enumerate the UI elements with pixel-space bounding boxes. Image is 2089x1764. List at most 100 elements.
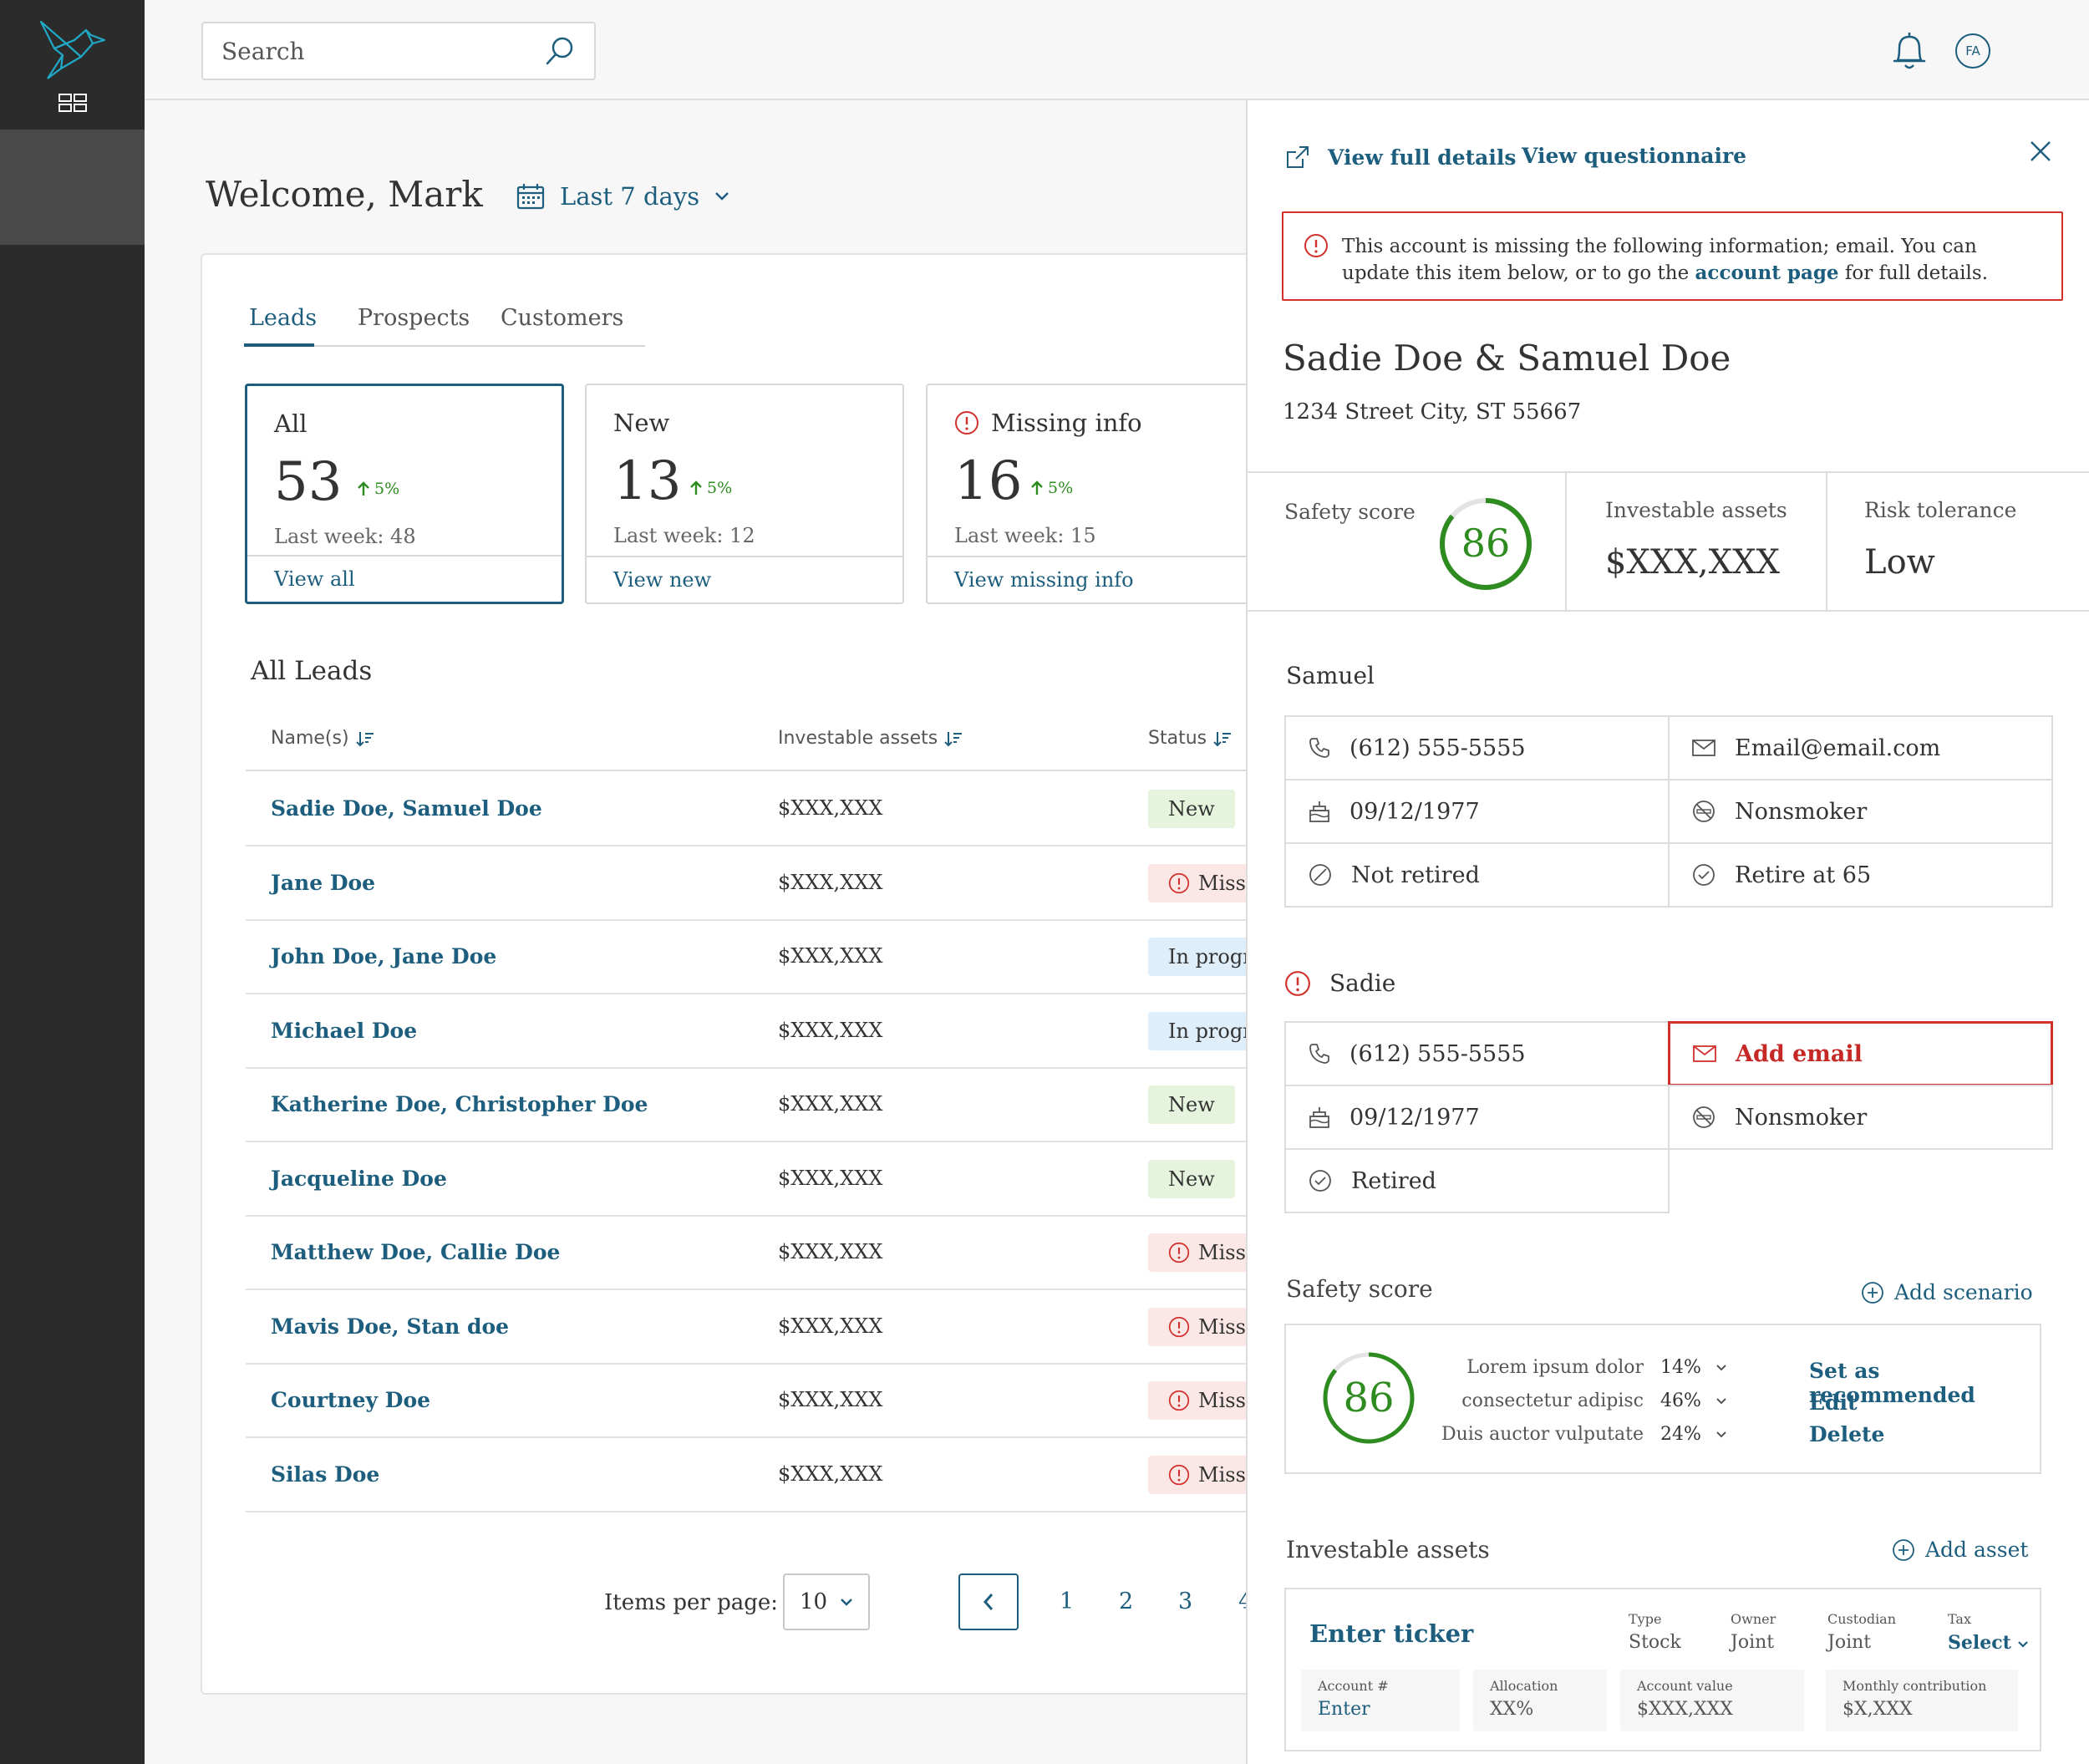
previous-page-button[interactable] — [958, 1573, 1019, 1630]
lead-name-link[interactable]: Courtney Doe — [271, 1388, 431, 1412]
table-row[interactable]: Silas Doe $XXX,XXX Missi — [246, 1439, 1302, 1512]
chevron-down-icon[interactable] — [1715, 1364, 1727, 1372]
tab-prospects[interactable]: Prospects — [358, 305, 470, 331]
view-all-link[interactable]: View all — [247, 555, 562, 602]
view-questionnaire-link[interactable]: View questionnaire — [1522, 144, 1747, 168]
lead-name-link[interactable]: Silas Doe — [271, 1462, 380, 1487]
tax-select[interactable]: Tax Select — [1948, 1611, 2029, 1654]
account-number-field[interactable]: Account # Enter — [1301, 1670, 1460, 1731]
phone-icon — [1309, 738, 1329, 758]
table-row[interactable]: Courtney Doe $XXX,XXX Missi — [246, 1365, 1302, 1438]
samuel-details: (612) 555-5555 Email@email.com 09/12/197… — [1284, 715, 2053, 911]
search-icon[interactable] — [544, 35, 576, 67]
chevron-down-icon[interactable] — [1715, 1397, 1727, 1406]
table-row[interactable]: John Doe, Jane Doe $XXX,XXX In progr — [246, 921, 1302, 994]
chevron-down-icon[interactable] — [1715, 1431, 1727, 1439]
account-page-link[interactable]: account page — [1695, 262, 1839, 284]
leads-card: Leads Prospects Customers All 53 5% Last… — [201, 253, 1304, 1695]
add-email-field[interactable]: Add email — [1668, 1021, 2053, 1086]
allocation-field[interactable]: Allocation XX% — [1473, 1670, 1607, 1731]
table-row[interactable]: Jane Doe $XXX,XXX Missi — [246, 847, 1302, 921]
view-full-details-link[interactable]: View full details — [1284, 144, 1516, 170]
items-per-page-select[interactable]: 10 — [783, 1573, 870, 1630]
smoker-field[interactable]: Nonsmoker — [1668, 779, 2053, 844]
arrow-up-icon — [690, 480, 702, 495]
page-title: Welcome, Mark — [206, 174, 483, 215]
page-2[interactable]: 2 — [1119, 1589, 1134, 1614]
asset-custodian: Custodian Joint — [1827, 1611, 1897, 1653]
lead-assets: $XXX,XXX — [778, 944, 883, 968]
stat-card-all[interactable]: All 53 5% Last week: 48 View all — [245, 384, 564, 604]
sort-icon — [944, 731, 963, 746]
lead-name-link[interactable]: Jane Doe — [271, 870, 376, 895]
column-header-assets[interactable]: Investable assets — [778, 728, 963, 749]
table-row[interactable]: Jacqueline Doe $XXX,XXX New — [246, 1143, 1302, 1217]
column-header-status[interactable]: Status — [1148, 728, 1232, 749]
chevron-down-icon — [2018, 1641, 2029, 1648]
birthdate-field[interactable]: 09/12/1977 — [1284, 1085, 1670, 1150]
table-row[interactable]: Michael Doe $XXX,XXX In progr — [246, 995, 1302, 1069]
check-circle-icon — [1309, 1170, 1331, 1192]
table-row[interactable]: Mavis Doe, Stan doe $XXX,XXX Missi — [246, 1291, 1302, 1365]
column-header-names[interactable]: Name(s) — [271, 728, 374, 749]
phone-icon — [1309, 1044, 1329, 1064]
edit-scenario-button[interactable]: Edit — [1809, 1390, 1858, 1415]
bell-icon[interactable] — [1891, 30, 1928, 72]
date-range-dropdown[interactable]: Last 7 days — [516, 182, 729, 211]
alert-icon — [1168, 872, 1190, 893]
email-field[interactable]: Email@email.com — [1668, 715, 2053, 780]
status-badge: New — [1148, 1085, 1235, 1124]
delete-scenario-button[interactable]: Delete — [1809, 1422, 1885, 1446]
table-row[interactable]: Matthew Doe, Callie Doe $XXX,XXX Missi — [246, 1217, 1302, 1290]
search-box[interactable] — [201, 22, 596, 80]
lead-name-link[interactable]: Jacqueline Doe — [271, 1166, 447, 1191]
retire-age-field[interactable]: Retire at 65 — [1668, 842, 2053, 907]
metric-investable-assets: Investable assets $XXX,XXX — [1605, 498, 1787, 582]
scenario-item-pct: 24% — [1660, 1424, 1701, 1445]
lead-name-link[interactable]: Sadie Doe, Samuel Doe — [271, 796, 542, 821]
account-value-field[interactable]: Account value $XXX,XXX — [1620, 1670, 1804, 1731]
alert-icon — [1285, 970, 1310, 996]
tab-leads[interactable]: Leads — [244, 305, 317, 347]
smoker-field[interactable]: Nonsmoker — [1668, 1085, 2053, 1150]
lead-name-link[interactable]: Matthew Doe, Callie Doe — [271, 1240, 561, 1264]
phone-field[interactable]: (612) 555-5555 — [1284, 1021, 1670, 1086]
asset-owner: Owner Joint — [1731, 1611, 1776, 1653]
stat-card-new[interactable]: New 13 5% Last week: 12 View new — [585, 384, 904, 604]
add-scenario-button[interactable]: Add scenario — [1861, 1280, 2033, 1304]
search-input[interactable] — [221, 37, 544, 65]
ticker-input[interactable]: Enter ticker — [1309, 1619, 1474, 1648]
stat-card-missing[interactable]: Missing info 16 5% Last week: 15 View mi… — [926, 384, 1302, 604]
chevron-down-icon — [715, 192, 729, 201]
status-badge: New — [1148, 790, 1235, 828]
lead-name-link[interactable]: Michael Doe — [271, 1018, 418, 1043]
set-as-recommended-button[interactable]: Set as recommended — [1809, 1359, 1975, 1407]
close-icon[interactable] — [2028, 139, 2053, 164]
sort-icon — [355, 731, 374, 746]
phone-field[interactable]: (612) 555-5555 — [1284, 715, 1670, 780]
add-asset-button[interactable]: Add asset — [1892, 1538, 2028, 1562]
view-new-link[interactable]: View new — [587, 556, 902, 602]
stat-last-week: Last week: 12 — [613, 524, 755, 547]
page-3[interactable]: 3 — [1178, 1589, 1193, 1614]
birthdate-field[interactable]: 09/12/1977 — [1284, 779, 1670, 844]
page-1[interactable]: 1 — [1060, 1589, 1075, 1614]
table-row[interactable]: Katherine Doe, Christopher Doe $XXX,XXX Ne… — [246, 1069, 1302, 1142]
retired-field[interactable]: Retired — [1284, 1148, 1670, 1213]
asset-entry: Enter ticker Type Stock Owner Joint Cust… — [1284, 1588, 2041, 1751]
birthday-cake-icon — [1309, 801, 1329, 822]
lead-name-link[interactable]: John Doe, Jane Doe — [271, 944, 497, 968]
tab-customers[interactable]: Customers — [501, 305, 624, 331]
arrow-up-icon — [358, 481, 369, 496]
view-missing-info-link[interactable]: View missing info — [928, 556, 1302, 602]
table-row[interactable]: Sadie Doe, Samuel Doe $XXX,XXX New — [246, 773, 1302, 846]
alert-icon — [1168, 1242, 1190, 1263]
lead-name-link[interactable]: Katherine Doe, Christopher Doe — [271, 1092, 648, 1116]
sidebar-active-item[interactable] — [0, 130, 145, 245]
lead-name-link[interactable]: Mavis Doe, Stan doe — [271, 1314, 510, 1339]
retired-field[interactable]: Not retired — [1284, 842, 1670, 907]
user-avatar[interactable]: FA — [1955, 33, 1990, 69]
monthly-contribution-field[interactable]: Monthly contribution $X,XXX — [1826, 1670, 2018, 1731]
logo[interactable] — [0, 0, 145, 130]
stat-label: New — [613, 409, 670, 437]
